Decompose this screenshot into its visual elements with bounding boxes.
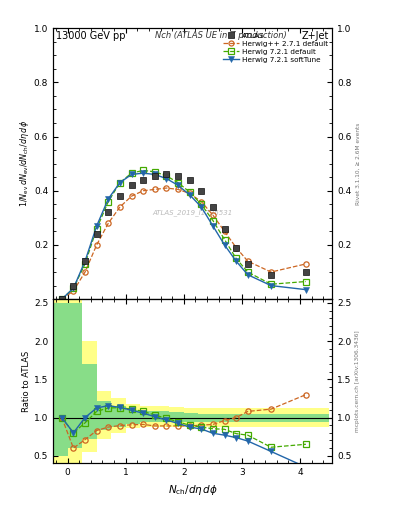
Line: Herwig 7.2.1 softTune: Herwig 7.2.1 softTune	[59, 170, 309, 302]
Herwig 7.2.1 softTune	[59, 296, 64, 302]
Herwig 7.2.1 default	[187, 189, 192, 195]
ATLAS	[141, 177, 145, 183]
Herwig 7.2.1 softTune	[94, 223, 99, 229]
Text: Nch (ATLAS UE in Z production): Nch (ATLAS UE in Z production)	[154, 31, 286, 40]
Herwig++ 2.7.1 default	[269, 269, 274, 275]
Text: 13000 GeV pp: 13000 GeV pp	[56, 31, 125, 41]
X-axis label: $N_{\rm ch}/d\eta\,d\phi$: $N_{\rm ch}/d\eta\,d\phi$	[167, 483, 218, 497]
Herwig++ 2.7.1 default	[83, 269, 87, 275]
Herwig 7.2.1 softTune	[222, 242, 227, 248]
Herwig++ 2.7.1 default	[246, 258, 250, 264]
ATLAS	[176, 173, 180, 179]
Herwig++ 2.7.1 default	[141, 188, 145, 194]
Y-axis label: Ratio to ATLAS: Ratio to ATLAS	[22, 351, 31, 412]
Herwig++ 2.7.1 default	[106, 220, 111, 226]
Line: ATLAS: ATLAS	[59, 172, 309, 302]
Herwig++ 2.7.1 default	[234, 245, 239, 251]
Herwig++ 2.7.1 default	[222, 228, 227, 234]
Herwig++ 2.7.1 default	[71, 288, 76, 294]
Herwig++ 2.7.1 default	[303, 261, 308, 267]
Legend: ATLAS, Herwig++ 2.7.1 default, Herwig 7.2.1 default, Herwig 7.2.1 softTune: ATLAS, Herwig++ 2.7.1 default, Herwig 7.…	[220, 30, 331, 66]
Herwig++ 2.7.1 default	[152, 186, 157, 193]
Herwig 7.2.1 softTune	[199, 204, 204, 210]
Herwig 7.2.1 softTune	[106, 196, 111, 202]
Herwig 7.2.1 default	[83, 261, 87, 267]
Herwig 7.2.1 default	[141, 167, 145, 174]
ATLAS	[129, 182, 134, 188]
Herwig 7.2.1 default	[118, 180, 122, 186]
Line: Herwig 7.2.1 default: Herwig 7.2.1 default	[59, 168, 309, 302]
ATLAS	[199, 188, 204, 194]
Herwig 7.2.1 default	[234, 255, 239, 262]
Herwig 7.2.1 default	[71, 285, 76, 291]
Herwig++ 2.7.1 default	[164, 185, 169, 191]
Herwig++ 2.7.1 default	[187, 190, 192, 197]
Herwig++ 2.7.1 default	[211, 212, 215, 218]
Herwig 7.2.1 default	[106, 199, 111, 205]
Y-axis label: Rivet 3.1.10, ≥ 2.6M events: Rivet 3.1.10, ≥ 2.6M events	[356, 122, 360, 205]
Herwig 7.2.1 default	[59, 296, 64, 302]
Y-axis label: mcplots.cern.ch [arXiv:1306.3436]: mcplots.cern.ch [arXiv:1306.3436]	[356, 330, 360, 432]
ATLAS	[187, 177, 192, 183]
Herwig 7.2.1 softTune	[71, 285, 76, 291]
ATLAS	[222, 226, 227, 232]
Herwig 7.2.1 softTune	[211, 223, 215, 229]
Herwig 7.2.1 softTune	[141, 170, 145, 176]
Herwig 7.2.1 default	[94, 226, 99, 232]
ATLAS	[94, 231, 99, 237]
Herwig 7.2.1 softTune	[234, 258, 239, 264]
Herwig 7.2.1 default	[269, 281, 274, 287]
Herwig++ 2.7.1 default	[59, 296, 64, 302]
ATLAS	[269, 272, 274, 278]
Herwig 7.2.1 default	[176, 180, 180, 186]
Herwig++ 2.7.1 default	[94, 242, 99, 248]
Herwig 7.2.1 softTune	[83, 258, 87, 264]
Herwig 7.2.1 default	[129, 170, 134, 176]
Herwig 7.2.1 softTune	[129, 172, 134, 178]
Herwig 7.2.1 softTune	[176, 182, 180, 188]
ATLAS	[211, 204, 215, 210]
ATLAS	[118, 193, 122, 199]
Herwig 7.2.1 default	[303, 279, 308, 285]
Herwig 7.2.1 softTune	[303, 287, 308, 293]
Herwig 7.2.1 softTune	[152, 172, 157, 178]
Text: ATLAS_2019_I1736531: ATLAS_2019_I1736531	[152, 209, 233, 216]
Herwig 7.2.1 default	[222, 237, 227, 243]
Herwig 7.2.1 default	[164, 173, 169, 179]
Herwig 7.2.1 default	[199, 201, 204, 207]
ATLAS	[106, 209, 111, 216]
ATLAS	[83, 258, 87, 264]
ATLAS	[59, 296, 64, 302]
Herwig 7.2.1 default	[246, 269, 250, 275]
Herwig 7.2.1 softTune	[269, 283, 274, 289]
Line: Herwig++ 2.7.1 default: Herwig++ 2.7.1 default	[59, 185, 309, 302]
Herwig 7.2.1 softTune	[187, 191, 192, 198]
Herwig++ 2.7.1 default	[129, 193, 134, 199]
Herwig++ 2.7.1 default	[118, 204, 122, 210]
Herwig 7.2.1 softTune	[118, 180, 122, 186]
ATLAS	[164, 172, 169, 178]
ATLAS	[246, 261, 250, 267]
Herwig++ 2.7.1 default	[199, 199, 204, 205]
Y-axis label: $1/N_{\rm ev}\,dN_{\rm ev}/dN_{\rm ch}/d\eta\,d\phi$: $1/N_{\rm ev}\,dN_{\rm ev}/dN_{\rm ch}/d…	[18, 120, 31, 207]
ATLAS	[234, 245, 239, 251]
Herwig 7.2.1 softTune	[246, 272, 250, 278]
Herwig++ 2.7.1 default	[176, 186, 180, 193]
ATLAS	[152, 173, 157, 179]
Text: Z+Jet: Z+Jet	[302, 31, 329, 41]
ATLAS	[71, 283, 76, 289]
Herwig 7.2.1 softTune	[164, 176, 169, 182]
Herwig 7.2.1 default	[152, 169, 157, 175]
ATLAS	[303, 269, 308, 275]
Herwig 7.2.1 default	[211, 218, 215, 224]
